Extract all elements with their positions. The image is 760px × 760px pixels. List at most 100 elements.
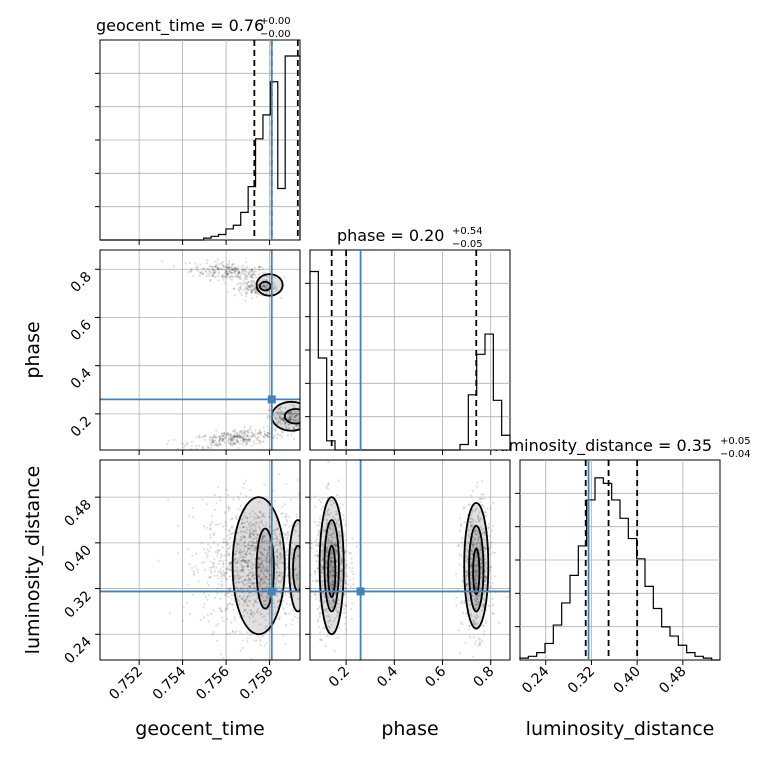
sample-point [253,287,256,290]
sample-point [233,441,236,444]
sample-point [245,531,248,534]
sample-point [243,521,246,525]
sample-point [242,526,245,529]
sample-point [330,567,333,570]
sample-point [344,578,347,582]
sample-point [484,511,487,514]
sample-point [330,522,333,525]
sample-point [172,265,175,268]
sample-point [276,421,280,424]
sample-point [254,290,257,293]
sample-point [273,434,276,437]
sample-point [262,440,265,443]
sample-point [330,535,333,538]
sample-point [327,460,330,463]
sample-point [305,546,307,548]
sample-point [261,569,264,572]
sample-point [212,609,215,612]
sample-point [289,418,292,421]
sample-point [475,607,478,610]
sample-point [208,576,211,579]
sample-point [255,295,258,298]
sample-point [247,281,250,284]
sample-point [246,528,249,531]
sample-point [338,535,341,539]
sample-point [241,522,244,525]
sample-point [212,268,215,272]
sample-point [471,521,474,524]
sample-point [202,267,205,270]
sample-point [249,578,252,582]
sample-point [192,516,195,519]
sample-point [190,444,193,447]
sample-point [474,509,477,512]
sample-point [253,545,256,548]
sample-point [243,482,246,485]
sample-point [282,413,285,416]
sample-point [191,554,194,557]
sample-point [320,579,323,583]
sample-point [278,415,281,418]
sample-point [258,611,261,614]
sample-point [242,438,245,441]
sample-point [313,593,316,596]
sample-point [251,268,254,271]
sample-point [294,543,297,547]
sample-point [259,430,262,434]
sample-point [252,524,255,527]
tick-label-x: 0.32 [565,664,598,697]
sample-point [332,515,335,519]
sample-point [282,562,285,565]
sample-point [288,419,291,422]
sample-point [470,564,473,567]
sample-point [240,556,243,559]
sample-point [278,532,281,535]
sample-point [329,565,332,568]
sample-point [226,568,230,571]
sample-point [294,414,297,418]
sample-point [240,568,243,572]
sample-point [323,593,326,596]
sample-point [261,537,264,540]
sample-point [477,514,480,517]
sample-point [239,492,242,495]
contour-level [472,547,481,596]
sample-point [319,611,323,615]
sample-point [205,526,209,529]
sample-point [236,577,239,580]
sample-point [257,582,260,585]
sample-point [247,574,250,577]
sample-point [235,545,238,548]
sample-point [264,603,267,606]
sample-point [462,507,465,510]
sample-point [245,595,249,599]
sample-point [264,524,267,527]
sample-point [236,273,240,276]
sample-point [269,559,272,562]
sample-point [229,439,232,442]
sample-point [261,565,265,568]
sample-point [202,525,206,528]
sample-point [339,585,342,588]
sample-point [204,551,208,554]
sample-point [301,618,303,620]
sample-point [240,282,243,285]
sample-point [324,562,328,565]
sample-point [321,557,324,561]
sample-point [234,438,237,441]
sample-point [480,559,483,562]
sample-point [254,269,257,273]
sample-point [242,282,245,285]
sample-point [250,431,253,435]
sample-point [243,601,246,604]
sample-point [213,570,217,573]
sample-point [340,557,343,560]
sample-point [313,572,316,575]
sample-point [275,577,278,581]
sample-point [278,572,282,575]
sample-point [231,525,234,528]
sample-point [231,271,234,274]
sample-point [198,274,201,277]
sample-point [283,524,286,527]
sample-point [254,276,258,279]
